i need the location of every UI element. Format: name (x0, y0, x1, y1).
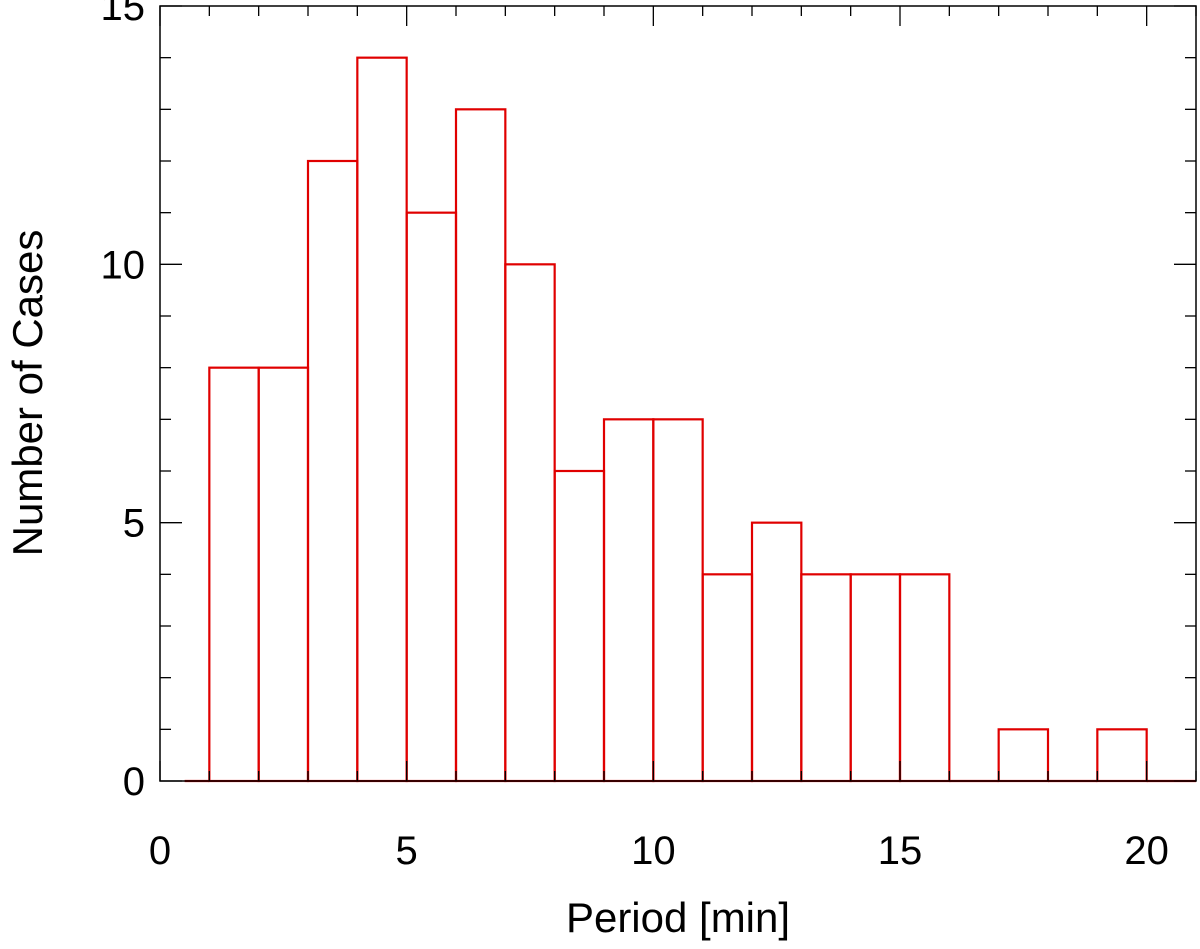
y-tick-label: 0 (123, 760, 145, 804)
x-axis-title: Period [min] (566, 894, 790, 941)
labels-layer: 0 5 10 15 20 0 5 10 15 (101, 0, 1169, 873)
histogram-bar (750, 521, 803, 783)
histogram-bar (553, 469, 606, 783)
y-tick-label: 5 (123, 502, 145, 546)
histogram-bar (405, 211, 458, 783)
histogram-bar (257, 366, 310, 783)
ticks-layer (159, 5, 1197, 782)
x-tick-label: 0 (149, 829, 171, 873)
y-axis-title: Number of Cases (4, 230, 51, 557)
histogram-bar (306, 159, 359, 783)
x-tick-label: 10 (631, 829, 676, 873)
histogram-bar (454, 108, 507, 783)
bars-layer (184, 56, 1196, 783)
y-tick-label: 10 (101, 243, 146, 287)
x-tick-label: 15 (878, 829, 923, 873)
histogram-bar (701, 573, 754, 783)
x-tick-label: 20 (1124, 829, 1169, 873)
histogram-bar (898, 573, 951, 783)
histogram-bar (208, 366, 260, 783)
histogram-bar (800, 573, 852, 783)
y-tick-label: 15 (101, 0, 146, 29)
histogram-bar (652, 418, 704, 783)
x-tick-label: 5 (396, 829, 418, 873)
histogram-bar (602, 418, 655, 783)
histogram-bar (504, 263, 556, 783)
histogram-bar (849, 573, 902, 783)
histogram-bar (356, 56, 408, 783)
histogram-bar (997, 728, 1050, 783)
plot-frame (159, 5, 1197, 782)
histogram-bar (1096, 728, 1148, 783)
